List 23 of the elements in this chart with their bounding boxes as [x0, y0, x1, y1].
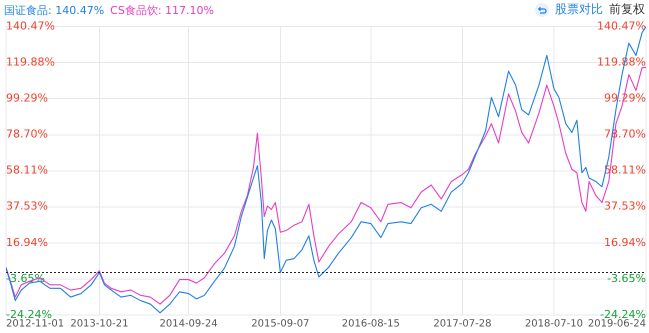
y-tick-label: 119.88% — [6, 56, 55, 69]
x-tick-label: 2012-11-01 — [6, 318, 64, 330]
x-tick-label: 2019-06-24 — [588, 318, 646, 330]
y-tick-label: 16.94% — [6, 236, 48, 249]
x-tick-label: 2014-09-24 — [159, 318, 218, 330]
y-tick-label: 78.70% — [6, 128, 48, 141]
y2-tick-label: 16.94% — [604, 236, 646, 249]
text: 股票对比 — [555, 1, 603, 18]
y-tick-label: 99.29% — [6, 92, 48, 105]
y-tick-label: 58.11% — [6, 164, 48, 177]
y2-tick-label: -3.65% — [607, 272, 646, 285]
x-tick-label: 2018-07-10 — [524, 318, 583, 330]
x-tick-label: 2016-08-15 — [342, 318, 400, 330]
x-tick-label: 2017-07-28 — [433, 318, 492, 330]
text: 国证食品: 140.47% — [4, 3, 104, 18]
y-tick-label: 140.47% — [6, 19, 55, 32]
y-tick-label: 37.53% — [6, 200, 48, 213]
x-tick-label: 2015-09-07 — [251, 318, 310, 330]
y2-tick-label: 37.53% — [604, 200, 646, 213]
text: 前复权 — [609, 1, 645, 18]
text: CS食品饮: 117.10% — [110, 3, 214, 18]
x-tick-label: 2013-10-21 — [70, 318, 128, 330]
y2-tick-label: 140.47% — [597, 19, 646, 32]
